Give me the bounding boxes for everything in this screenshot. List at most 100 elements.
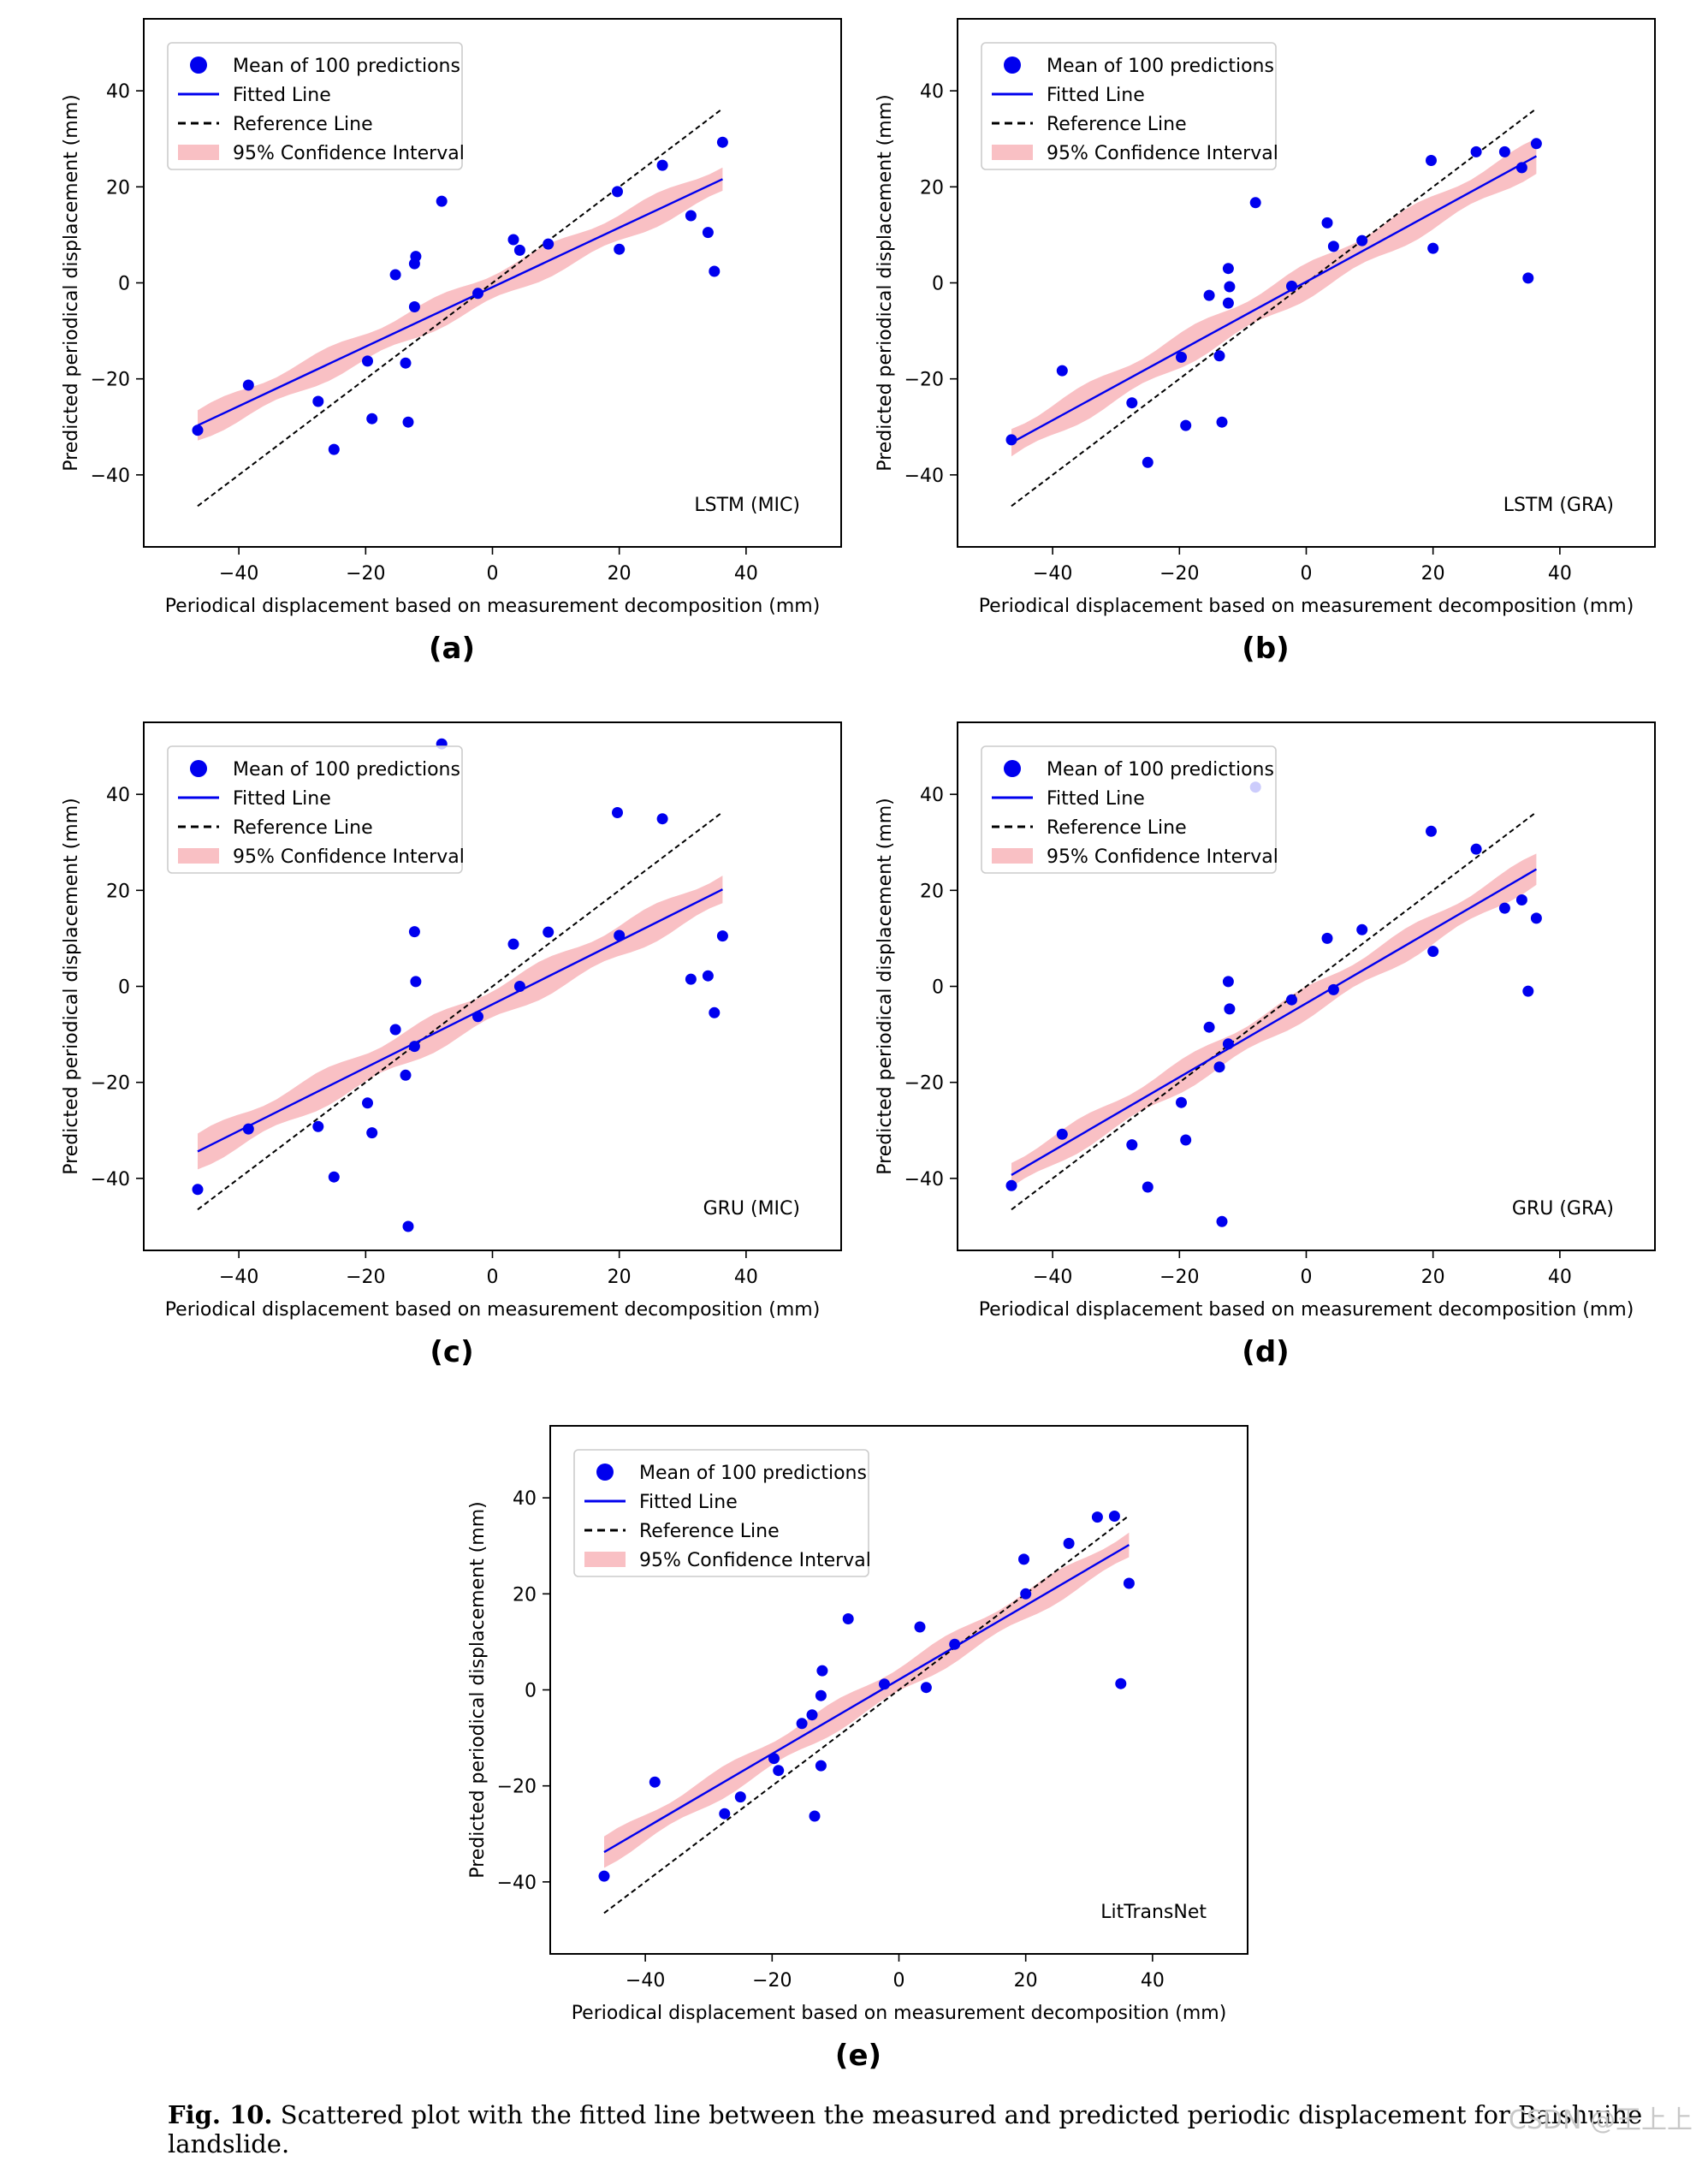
y-axis-label: Predicted periodical displacement (mm): [61, 798, 82, 1174]
legend-label: Reference Line: [1047, 817, 1187, 839]
data-point: [1115, 1677, 1127, 1689]
figure-caption: Fig. 10. Scattered plot with the fitted …: [168, 2100, 1691, 2158]
data-point: [716, 136, 728, 148]
data-point: [328, 443, 340, 455]
data-point: [1213, 1061, 1225, 1073]
data-point: [543, 926, 555, 938]
y-tick-label: 40: [106, 785, 130, 806]
data-point: [408, 926, 420, 938]
legend-point-marker: [190, 56, 207, 74]
legend-label: Reference Line: [639, 1521, 780, 1542]
figure-caption-text: Scattered plot with the fitted line betw…: [168, 2100, 1643, 2158]
reference-line: [1011, 811, 1538, 1211]
data-point: [1203, 289, 1215, 301]
chart-d-svg: −40 −20 0 20 40 −40 −20 0 20 40 Periodical displac…: [875, 721, 1656, 1321]
data-point: [472, 288, 483, 300]
data-point: [1020, 1588, 1032, 1600]
x-tick-label: −20: [752, 1970, 792, 1992]
data-point: [815, 1760, 827, 1772]
fitted-line: [197, 178, 723, 427]
data-point: [1427, 242, 1439, 254]
data-point: [1321, 932, 1333, 944]
legend-label: Reference Line: [1047, 114, 1187, 135]
confidence-band: [198, 876, 723, 1170]
x-tick-label: 0: [487, 563, 499, 585]
legend-box: [981, 745, 1277, 874]
legend-label: 95% Confidence Interval: [639, 1550, 871, 1571]
legend-label: Mean of 100 predictions: [1047, 759, 1274, 781]
y-tick-label: −40: [904, 466, 944, 487]
data-point: [1126, 397, 1138, 409]
reference-line: [603, 1515, 1130, 1915]
data-point: [734, 1791, 746, 1803]
data-point: [773, 1765, 785, 1777]
legend-point-marker: [1004, 56, 1021, 74]
chart-panel-c: −40 −20 0 20 40 −40 −20 0 20 40 Periodical displac…: [0, 704, 854, 1388]
data-point: [1321, 217, 1333, 229]
data-point: [1522, 272, 1534, 284]
data-point: [1216, 1215, 1228, 1227]
reference-line: [197, 108, 724, 508]
y-axis-label: Predicted periodical displacement (mm): [467, 1501, 489, 1878]
x-tick-label: 20: [608, 1267, 632, 1288]
legend-label: Fitted Line: [639, 1492, 738, 1513]
data-point: [402, 1220, 414, 1232]
x-tick-label: 40: [734, 1267, 758, 1288]
figure-number: Fig. 10.: [168, 2100, 273, 2129]
legend-label: Fitted Line: [1047, 85, 1145, 106]
y-tick-label: −20: [904, 1073, 944, 1095]
fitted-line: [197, 888, 723, 1153]
data-point: [1522, 985, 1534, 997]
data-point: [1515, 162, 1527, 174]
data-point: [612, 807, 623, 818]
x-tick-label: −40: [219, 563, 258, 585]
data-point: [366, 1127, 378, 1139]
data-point: [1498, 902, 1510, 914]
legend-label: Mean of 100 predictions: [1047, 56, 1274, 77]
legend-point-marker: [190, 760, 207, 777]
data-point: [507, 938, 519, 950]
y-tick-label: 20: [106, 177, 130, 199]
subfigure-label-c: (c): [430, 1335, 474, 1369]
data-point: [914, 1621, 926, 1633]
x-tick-label: 40: [734, 563, 758, 585]
data-point: [685, 973, 697, 985]
legend-label: 95% Confidence Interval: [233, 846, 465, 868]
y-tick-label: 40: [513, 1488, 537, 1510]
legend-label: Fitted Line: [1047, 788, 1145, 810]
y-tick-label: 0: [118, 977, 130, 999]
data-point: [612, 186, 623, 198]
data-point: [192, 1184, 204, 1196]
x-tick-label: −40: [1033, 1267, 1072, 1288]
data-point: [1356, 923, 1368, 935]
data-point: [920, 1682, 932, 1694]
data-point: [1498, 145, 1510, 157]
model-label: LSTM (GRA): [1503, 495, 1614, 516]
data-point: [1327, 240, 1339, 252]
y-tick-label: −40: [904, 1169, 944, 1190]
reference-line: [197, 811, 724, 1211]
data-point: [1203, 1021, 1215, 1033]
data-point: [312, 395, 324, 407]
data-point: [389, 1024, 401, 1036]
legend-ci-marker: [584, 1552, 626, 1567]
x-tick-label: 0: [1301, 1267, 1313, 1288]
data-point: [389, 269, 401, 281]
data-point: [1142, 1181, 1153, 1193]
legend-label: Reference Line: [233, 817, 373, 839]
x-axis-label: Periodical displacement based on measure…: [979, 1299, 1634, 1321]
data-point: [614, 929, 626, 941]
confidence-band: [604, 1532, 1130, 1868]
data-point: [408, 301, 420, 312]
y-axis-label: Predicted periodical displacement (mm): [875, 798, 896, 1174]
y-tick-label: 40: [106, 81, 130, 103]
x-tick-label: −20: [1159, 563, 1199, 585]
data-point: [768, 1753, 780, 1765]
subfigure-label-d: (d): [1242, 1335, 1290, 1369]
subfigure-label-e: (e): [834, 2039, 882, 2073]
y-tick-label: −40: [91, 466, 130, 487]
y-tick-label: −20: [91, 370, 130, 391]
y-tick-label: 0: [932, 274, 944, 295]
x-tick-label: −20: [1159, 1267, 1199, 1288]
y-axis-label: Predicted periodical displacement (mm): [875, 94, 896, 471]
